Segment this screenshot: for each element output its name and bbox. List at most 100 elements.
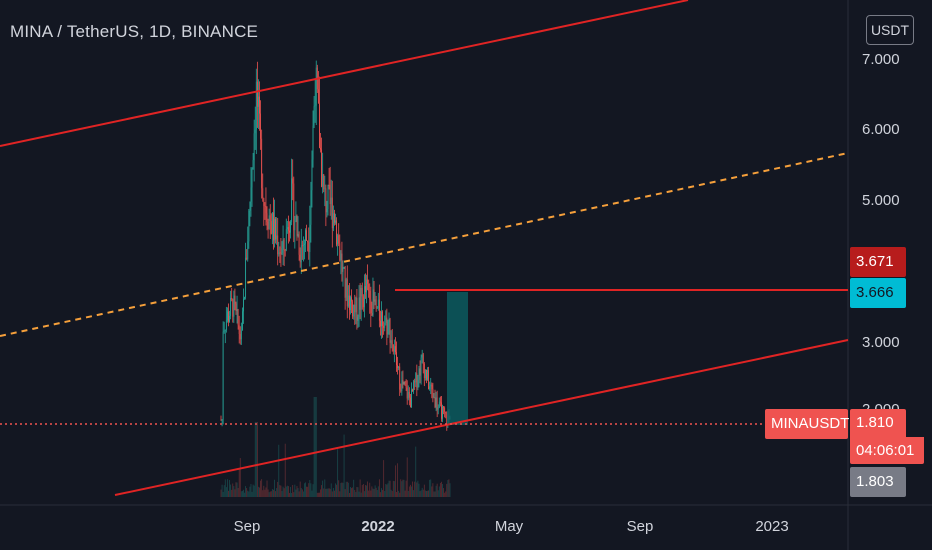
candle-body [247, 241, 249, 260]
volume-bar [355, 492, 357, 497]
candle-body [438, 401, 440, 408]
candle-body [306, 230, 308, 241]
volume-bar [255, 422, 257, 497]
candle-body [249, 201, 251, 211]
volume-bar [319, 492, 320, 497]
volume-bar [262, 490, 264, 497]
candle-body [439, 401, 441, 403]
candle-body [282, 239, 284, 249]
channel-midline[interactable] [0, 152, 849, 337]
candle-body [431, 384, 433, 390]
candle-body [222, 331, 224, 420]
candle-body [380, 320, 381, 327]
volume-bar [414, 481, 416, 497]
volume-bar [308, 483, 310, 497]
candle-body [312, 125, 314, 160]
channel-lower-line[interactable] [114, 339, 849, 496]
volume-bar [291, 492, 293, 497]
candle-body [443, 406, 444, 408]
candle-body [253, 133, 255, 161]
candle-body [307, 240, 309, 243]
candle-body [278, 252, 280, 255]
candle-body [293, 183, 295, 231]
volume-bar [246, 488, 248, 497]
candle-body [411, 389, 412, 408]
candle-body [423, 363, 425, 378]
volume-bar [386, 484, 388, 497]
volume-bar [273, 489, 274, 497]
candle-body [284, 249, 286, 251]
volume-bar [233, 486, 235, 497]
candle-body [337, 235, 339, 245]
candle-body [351, 297, 352, 302]
volume-bar [225, 487, 227, 497]
volume-bar [276, 488, 278, 497]
candle-body [252, 160, 254, 170]
volume-bar [369, 482, 371, 497]
candle-body [399, 366, 401, 390]
volume-bar [263, 485, 265, 497]
volume-bar [376, 490, 378, 497]
candle-body [435, 397, 437, 408]
candle-body [288, 227, 289, 231]
currency-button[interactable]: USDT [866, 15, 914, 45]
volume-bar [322, 480, 324, 497]
volume-bar [238, 469, 240, 497]
volume-bar [228, 490, 229, 497]
candle-body [265, 206, 267, 214]
candle-body [403, 381, 405, 385]
candle-body [442, 406, 443, 419]
candle-body [281, 248, 283, 254]
volume-bar [300, 487, 302, 497]
candle-body [441, 402, 442, 419]
volume-bar [341, 482, 343, 497]
volume-bar [419, 491, 421, 497]
candle-body [275, 218, 276, 240]
volume-bar [243, 489, 244, 497]
volume-bar [439, 482, 441, 497]
volume-bar [284, 443, 286, 497]
volume-bar [267, 489, 269, 497]
volume-bar [357, 487, 359, 497]
candle-body [354, 304, 356, 313]
volume-bar [220, 489, 222, 497]
volume-bar [437, 490, 439, 497]
volume-bar [388, 480, 390, 497]
candle-body [240, 330, 242, 340]
candle-body [260, 113, 262, 139]
candle-body [437, 407, 439, 410]
volume-bar [239, 458, 241, 497]
volume-bar [428, 490, 430, 497]
volume-bar [397, 463, 398, 497]
volume-bar [258, 486, 259, 497]
volume-bar [374, 485, 376, 497]
candle-body [385, 317, 387, 323]
volume-bar [289, 492, 290, 497]
volume-bar [395, 465, 396, 497]
channel-upper-line[interactable] [0, 0, 689, 147]
volume-bar [380, 492, 381, 497]
volume-bar [350, 486, 351, 497]
candle-body [350, 297, 351, 310]
volume-bar [240, 491, 242, 497]
candle-body [383, 325, 385, 328]
volume-bar [418, 483, 420, 497]
volume-bar [449, 483, 451, 497]
volume-bar [296, 486, 298, 497]
volume-bar [313, 397, 315, 497]
volume-bar [448, 479, 450, 497]
volume-bar [385, 483, 387, 497]
target-zone[interactable] [447, 292, 468, 425]
candle-body [235, 303, 237, 311]
volume-bar [372, 488, 374, 497]
volume-bar [375, 487, 377, 497]
volume-bar [409, 484, 411, 497]
candle-body [404, 381, 406, 386]
candle-body [421, 354, 423, 358]
candle-body [395, 346, 396, 353]
volume-bar [371, 486, 373, 497]
candle-body [304, 243, 305, 245]
volume-bar [434, 491, 436, 497]
